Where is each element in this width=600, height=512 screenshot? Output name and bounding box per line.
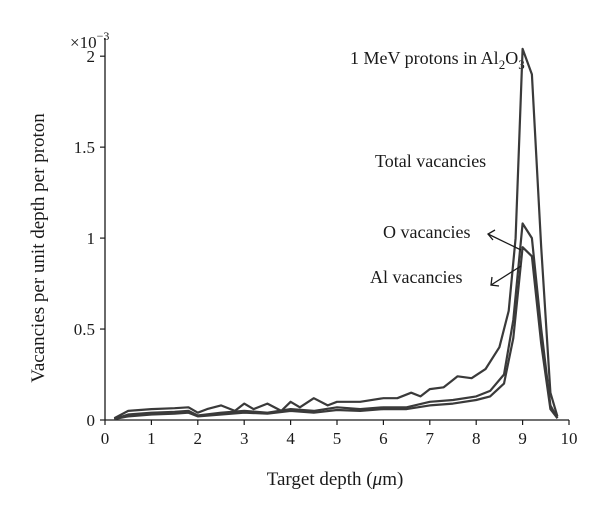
- x-tick-label: 3: [240, 429, 249, 448]
- y-tick-label: 1: [87, 229, 96, 248]
- y-axis-label: Vacancies per unit depth per proton: [28, 113, 49, 383]
- x-tick-label: 9: [518, 429, 527, 448]
- chart-title-mid: O: [505, 48, 518, 68]
- x-tick-label: 0: [101, 429, 110, 448]
- y-tick-label: 0: [87, 411, 96, 430]
- x-tick-label: 4: [286, 429, 295, 448]
- chart-title-main: 1 MeV protons in Al: [350, 48, 499, 68]
- y-multiplier-exponent: −3: [97, 29, 110, 43]
- y-tick-label: 1.5: [74, 138, 95, 157]
- arrow-o-vacancies: [487, 229, 522, 251]
- x-tick-label: 10: [561, 429, 578, 448]
- series-group: [113, 47, 559, 421]
- annotation-o-vacancies: O vacancies: [383, 222, 470, 242]
- y-tick-label: 2: [87, 47, 96, 66]
- series-line-total-vacancies: [113, 47, 559, 420]
- axis-ticks: 0 1 2 3 4 5 6 7 8 9 10 0 0.5 1 1.5 2: [74, 47, 578, 448]
- y-multiplier-base: ×10: [70, 33, 97, 52]
- annotation-al-vacancies: Al vacancies: [370, 267, 462, 287]
- x-tick-label: 8: [472, 429, 481, 448]
- x-tick-label: 5: [333, 429, 342, 448]
- x-axis-label-mu: μ: [372, 469, 383, 490]
- chart-title: 1 MeV protons in Al2O3: [350, 48, 525, 72]
- chart-title-sub1: 2: [499, 57, 506, 72]
- arrow-al-vacancies: [490, 265, 522, 287]
- annotation-total-vacancies: Total vacancies: [375, 151, 486, 171]
- y-tick-label: 0.5: [74, 320, 95, 339]
- x-tick-label: 1: [147, 429, 156, 448]
- series-line-al-vacancies: [114, 246, 559, 421]
- x-tick-label: 6: [379, 429, 388, 448]
- series-line-o-vacancies: [113, 222, 559, 421]
- x-axis-label: Target depth (μm): [267, 469, 404, 490]
- x-axis-label-pre: Target depth (: [267, 469, 373, 490]
- x-tick-label: 2: [194, 429, 203, 448]
- x-axis-label-post: m): [382, 469, 403, 490]
- y-axis-multiplier: ×10−3: [70, 29, 109, 52]
- x-tick-label: 7: [426, 429, 435, 448]
